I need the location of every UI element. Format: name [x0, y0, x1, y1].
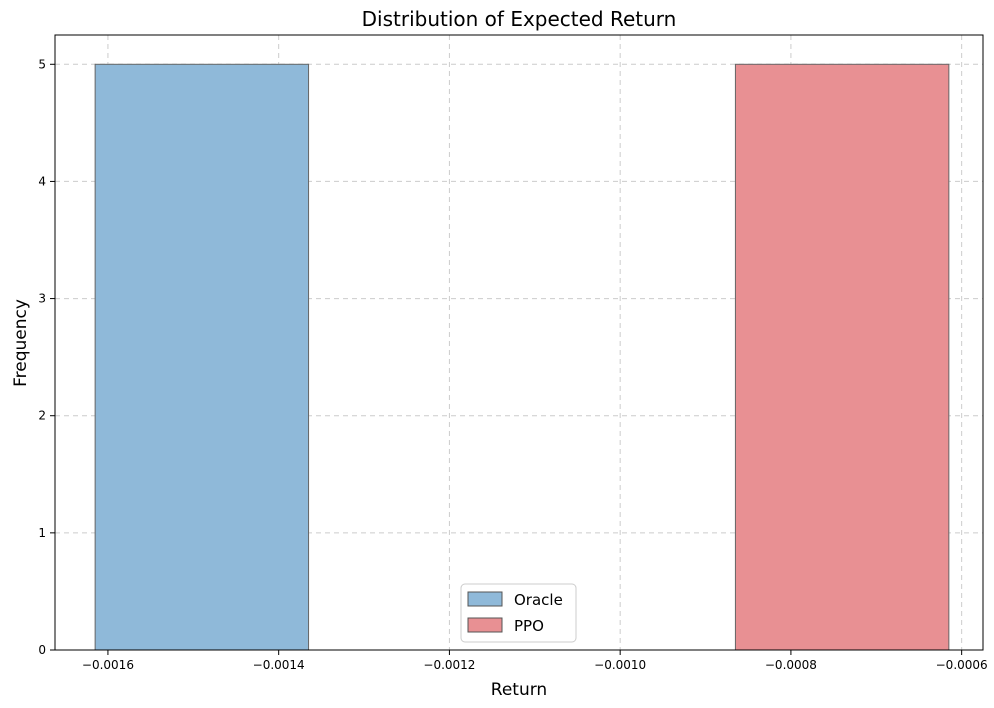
- x-tick-label: −0.0012: [423, 658, 475, 672]
- x-tick-label: −0.0016: [82, 658, 134, 672]
- y-tick-label: 5: [38, 57, 46, 71]
- x-axis-label: Return: [491, 680, 547, 700]
- y-axis-label: Frequency: [11, 299, 31, 387]
- x-axis-ticks: −0.0016 −0.0014 −0.0012 −0.0010 −0.0008 −0.00…: [82, 650, 988, 672]
- y-tick-label: 0: [38, 643, 46, 657]
- legend-label-ppo: PPO: [514, 617, 544, 635]
- legend-swatch-ppo: [467, 617, 503, 633]
- histogram-bars: [94, 63, 950, 651]
- plot-frame: [54, 34, 984, 651]
- y-tick-label: 1: [38, 526, 46, 540]
- legend: Oracle PPO: [460, 583, 577, 643]
- y-tick-label: 4: [38, 174, 46, 188]
- x-tick-label: −0.0014: [253, 658, 305, 672]
- chart-title: Distribution of Expected Return: [362, 7, 677, 31]
- y-tick-label: 2: [38, 409, 46, 423]
- bar-oracle: [94, 63, 310, 651]
- legend-label-oracle: Oracle: [514, 591, 563, 609]
- y-tick-label: 3: [38, 292, 46, 306]
- legend-swatch-oracle: [467, 591, 503, 607]
- bar-ppo: [734, 63, 950, 651]
- x-tick-label: −0.0008: [765, 658, 817, 672]
- x-tick-label: −0.0006: [936, 658, 988, 672]
- x-tick-label: −0.0010: [594, 658, 646, 672]
- y-axis-ticks: 0 1 2 3 4 5: [38, 57, 55, 657]
